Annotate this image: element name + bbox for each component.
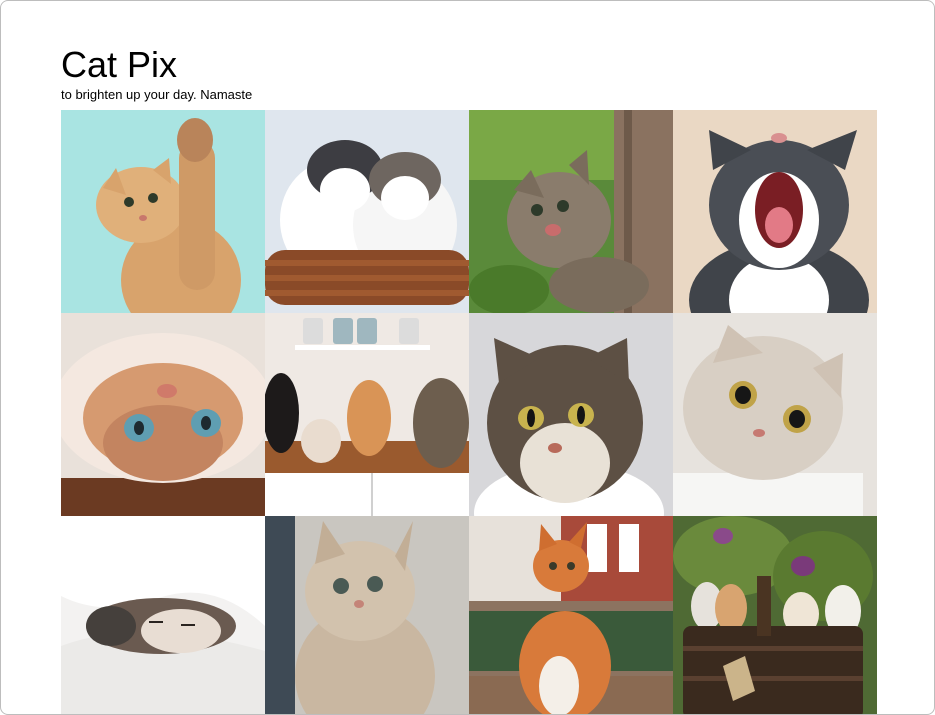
cat-photo-orange-cat-street bbox=[469, 516, 673, 714]
cat-photo-tabby-on-tree bbox=[469, 110, 673, 313]
cat-photo-upside-down-cat bbox=[61, 313, 265, 516]
cat-photo-fluffy-kitten bbox=[265, 516, 469, 714]
gallery-item bbox=[469, 313, 673, 516]
cat-photo-yawning-cat bbox=[673, 110, 877, 313]
gallery-item bbox=[61, 110, 265, 313]
gallery-item bbox=[673, 313, 877, 516]
gallery-item bbox=[673, 110, 877, 313]
page-title: Cat Pix bbox=[61, 44, 178, 85]
photo-gallery bbox=[61, 110, 877, 714]
cat-photo-kittens-in-basket bbox=[265, 110, 469, 313]
gallery-item bbox=[61, 313, 265, 516]
page-subtitle: to brighten up your day. Namaste bbox=[61, 87, 253, 102]
cat-photo-paw-raised bbox=[61, 110, 265, 313]
cat-photo-tabby-portrait bbox=[469, 313, 673, 516]
gallery-item bbox=[673, 516, 877, 714]
gallery-item bbox=[61, 516, 265, 714]
cat-photo-cat-under-blanket bbox=[61, 516, 265, 714]
gallery-item bbox=[265, 313, 469, 516]
gallery-item bbox=[469, 110, 673, 313]
gallery-item bbox=[265, 516, 469, 714]
cat-photo-surprised-cat bbox=[673, 313, 877, 516]
cat-photo-kitchen-cats bbox=[265, 313, 469, 516]
gallery-item bbox=[469, 516, 673, 714]
gallery-item bbox=[265, 110, 469, 313]
cat-photo-kittens-in-basket-garden bbox=[673, 516, 877, 714]
